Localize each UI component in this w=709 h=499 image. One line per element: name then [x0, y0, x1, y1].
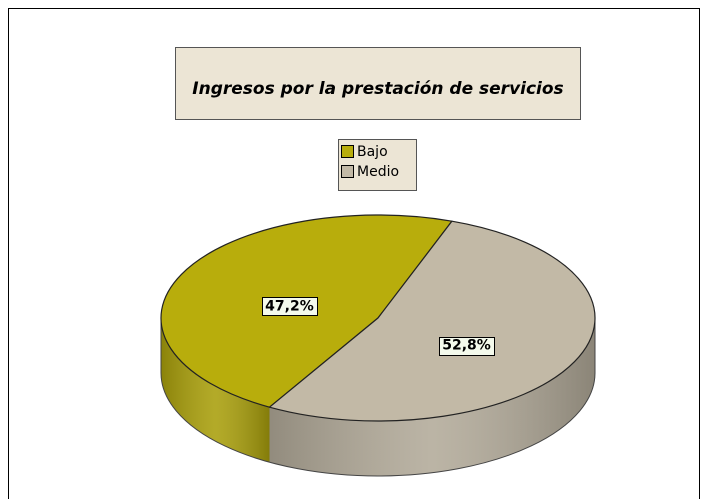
legend-label: Medio: [357, 164, 399, 180]
pie-outline: [160, 318, 596, 477]
legend-label: Bajo: [357, 144, 388, 160]
value-label-box: [439, 337, 495, 356]
slice: [268, 220, 596, 422]
chart-title: Ingresos por la prestación de servicios: [192, 79, 563, 99]
slice-side-shade: [161, 318, 270, 463]
slice-side-shade: [269, 318, 595, 476]
value-label-box: [262, 297, 318, 316]
title-box: [175, 47, 581, 120]
pie: 47,2% 52,8%: [160, 214, 596, 477]
legend-swatch: [341, 165, 354, 178]
value-label: 52,8%: [442, 338, 491, 354]
value-label: 47,2%: [265, 298, 314, 314]
legend-swatch: [341, 145, 354, 158]
